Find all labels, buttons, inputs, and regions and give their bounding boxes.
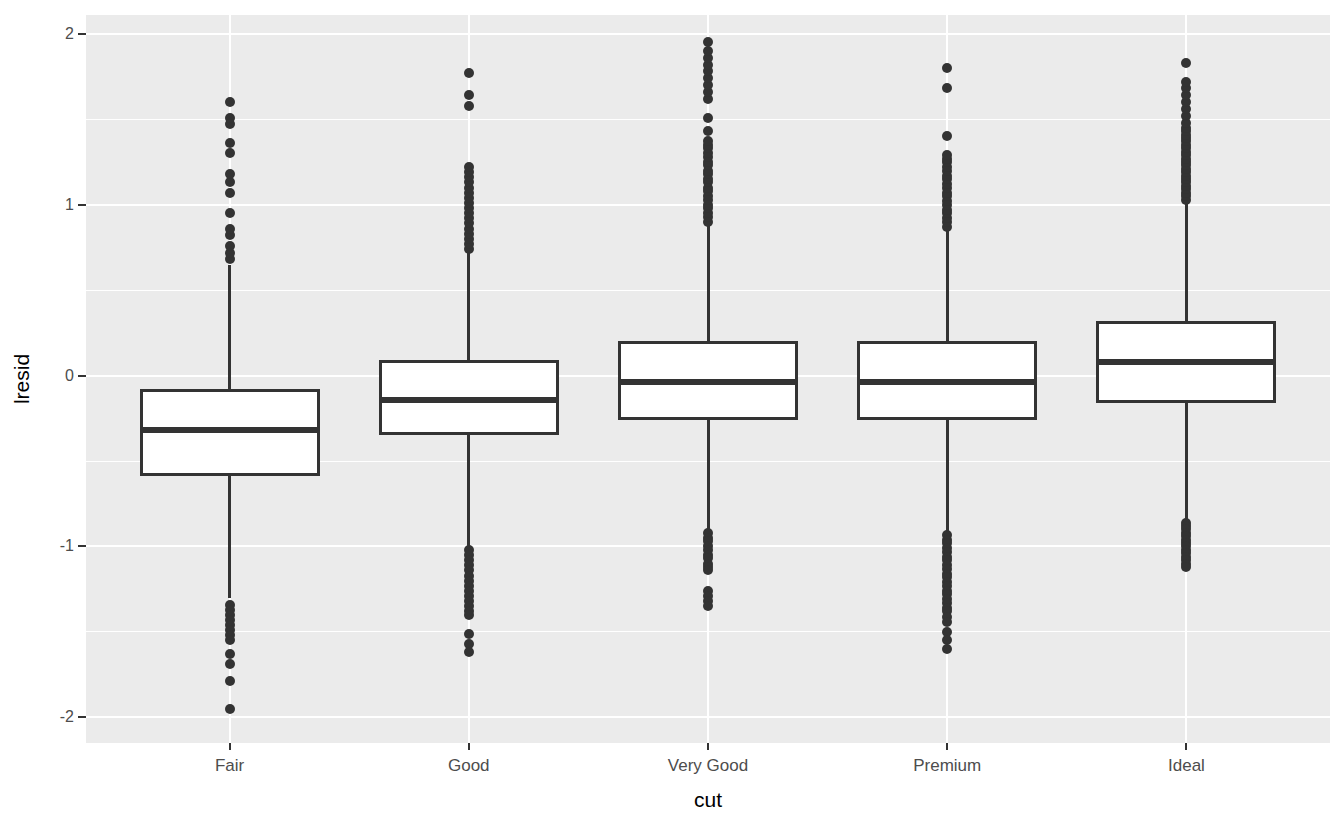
y-tick-mark — [78, 33, 86, 35]
outlier-point — [225, 704, 235, 714]
upper-whisker — [1185, 201, 1188, 321]
x-tick-label: Premium — [867, 755, 1027, 777]
x-tick-label: Ideal — [1106, 755, 1266, 777]
median-line — [618, 379, 798, 385]
median-line — [1096, 359, 1276, 365]
lower-whisker — [467, 435, 470, 546]
outlier-point — [942, 63, 952, 73]
outlier-point — [225, 148, 235, 158]
outlier-point — [464, 610, 474, 620]
lower-whisker — [1185, 403, 1188, 521]
y-tick-mark — [78, 375, 86, 377]
outlier-point — [225, 649, 235, 659]
outlier-point — [942, 644, 952, 654]
outlier-point — [942, 131, 952, 141]
x-tick-mark — [946, 743, 948, 750]
x-tick-mark — [229, 743, 231, 750]
lower-whisker — [707, 420, 710, 531]
x-tick-label: Good — [389, 755, 549, 777]
boxplot-figure: -2-1012 FairGoodVery GoodPremiumIdeal lr… — [0, 0, 1344, 830]
outlier-point — [703, 565, 713, 575]
x-tick-mark — [468, 743, 470, 750]
outlier-point — [703, 46, 713, 56]
lower-whisker — [946, 420, 949, 533]
outlier-point — [225, 224, 235, 234]
outlier-point — [942, 617, 952, 627]
y-tick-mark — [78, 545, 86, 547]
outlier-point — [225, 188, 235, 198]
upper-whisker — [467, 251, 470, 360]
outlier-point — [225, 208, 235, 218]
y-tick-label: 1 — [0, 194, 74, 216]
y-tick-mark — [78, 204, 86, 206]
upper-whisker — [228, 265, 231, 390]
outlier-point — [464, 647, 474, 657]
x-tick-mark — [707, 743, 709, 750]
lower-whisker — [228, 476, 231, 597]
outlier-point — [225, 97, 235, 107]
x-tick-label: Very Good — [628, 755, 788, 777]
outlier-point — [703, 37, 713, 47]
outlier-point — [1181, 562, 1191, 572]
outlier-point — [225, 635, 235, 645]
outlier-point — [225, 659, 235, 669]
y-tick-label: 2 — [0, 23, 74, 45]
outlier-point — [225, 676, 235, 686]
median-line — [379, 397, 559, 403]
outlier-point — [703, 601, 713, 611]
outlier-point — [225, 138, 235, 148]
median-line — [857, 379, 1037, 385]
x-tick-label: Fair — [150, 755, 310, 777]
x-tick-mark — [1185, 743, 1187, 750]
y-axis-title: lresid — [10, 354, 34, 404]
x-axis-title: cut — [694, 788, 722, 812]
upper-whisker — [946, 229, 949, 342]
outlier-point — [225, 169, 235, 179]
median-line — [140, 427, 320, 433]
y-tick-label: -1 — [0, 535, 74, 557]
outlier-point — [1181, 58, 1191, 68]
outlier-point — [703, 113, 713, 123]
outlier-point — [464, 162, 474, 172]
outlier-point — [703, 126, 713, 136]
outlier-point — [464, 629, 474, 639]
outlier-point — [942, 83, 952, 93]
outlier-point — [225, 177, 235, 187]
y-tick-mark — [78, 716, 86, 718]
outlier-point — [464, 68, 474, 78]
upper-whisker — [707, 223, 710, 341]
y-tick-label: -2 — [0, 706, 74, 728]
outlier-point — [464, 90, 474, 100]
outlier-point — [464, 101, 474, 111]
outlier-point — [225, 113, 235, 123]
plot-panel — [86, 15, 1330, 743]
outlier-point — [225, 241, 235, 251]
